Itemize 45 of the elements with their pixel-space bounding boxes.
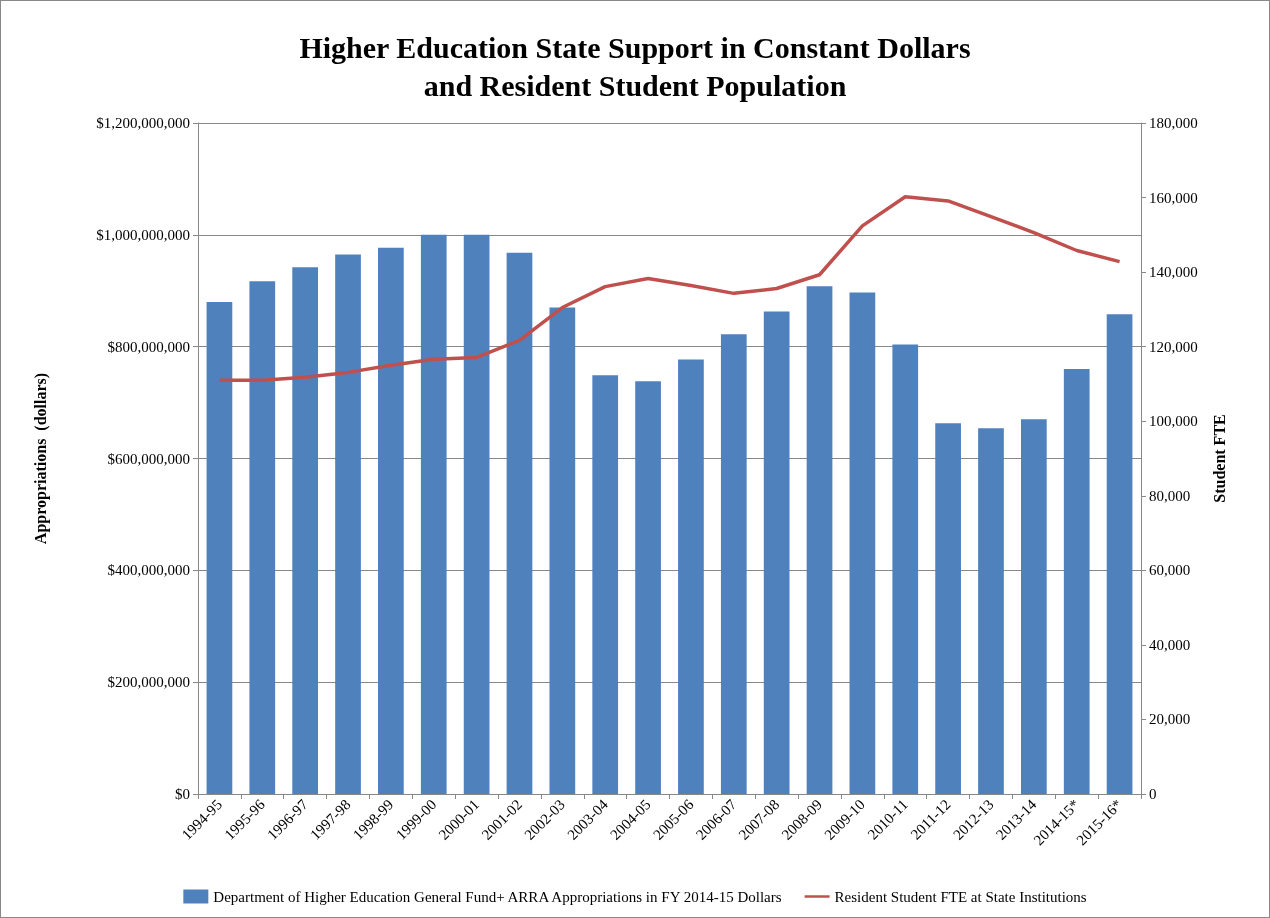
bar xyxy=(506,252,533,794)
y2-tick-label: 0 xyxy=(1149,786,1157,802)
bar xyxy=(549,307,576,794)
y-tick-label: $1,200,000,000 xyxy=(96,115,190,131)
y2-tick-label: 40,000 xyxy=(1149,636,1191,653)
y2-tick-label: 160,000 xyxy=(1149,189,1198,206)
bar xyxy=(292,267,319,794)
bar xyxy=(720,334,747,794)
line-series xyxy=(217,195,1122,382)
bar xyxy=(806,286,833,794)
legend-label: Department of Higher Education General Fund+ ARRA Appropriations in FY 2014-15 Dollars xyxy=(213,888,782,905)
bar xyxy=(763,311,790,794)
y-tick-label: $1,000,000,000 xyxy=(96,226,190,243)
y-tick-label: $600,000,000 xyxy=(107,450,190,467)
y-tick-label: $0 xyxy=(175,786,190,802)
bar xyxy=(1106,314,1133,794)
y2-tick-label: 80,000 xyxy=(1149,487,1191,504)
legend-label: Resident Student FTE at State Institutions xyxy=(834,888,1087,905)
bar xyxy=(463,234,490,794)
y2-tick-label: 100,000 xyxy=(1149,413,1198,430)
y-tick-label: $400,000,000 xyxy=(107,562,190,579)
bar xyxy=(678,359,704,794)
bar xyxy=(592,375,619,794)
bar xyxy=(635,381,661,794)
y-tick-label: $800,000,000 xyxy=(107,338,190,355)
y-axis-title: Appropriations (dollars) xyxy=(31,372,50,545)
y2-axis-title: Student FTE xyxy=(1210,414,1228,503)
y2-tick-label: 20,000 xyxy=(1149,711,1191,728)
y-tick-label: $200,000,000 xyxy=(107,674,190,691)
bar xyxy=(892,344,919,794)
bar xyxy=(1020,419,1047,794)
bar xyxy=(1063,369,1090,794)
bar xyxy=(978,428,1004,794)
bar xyxy=(206,301,233,794)
y2-tick-label: 140,000 xyxy=(1149,264,1198,281)
chart-title: Higher Education State Support in Constant Dollars and Resident Student Population xyxy=(299,30,971,102)
bar xyxy=(935,423,961,794)
y2-tick-label: 120,000 xyxy=(1149,338,1198,355)
y2-tick-label: 180,000 xyxy=(1149,115,1198,131)
y2-tick-label: 60,000 xyxy=(1149,562,1191,579)
bar xyxy=(335,254,361,794)
bar xyxy=(378,247,404,794)
bar xyxy=(849,292,876,794)
bar xyxy=(249,281,276,794)
bar xyxy=(420,234,447,794)
